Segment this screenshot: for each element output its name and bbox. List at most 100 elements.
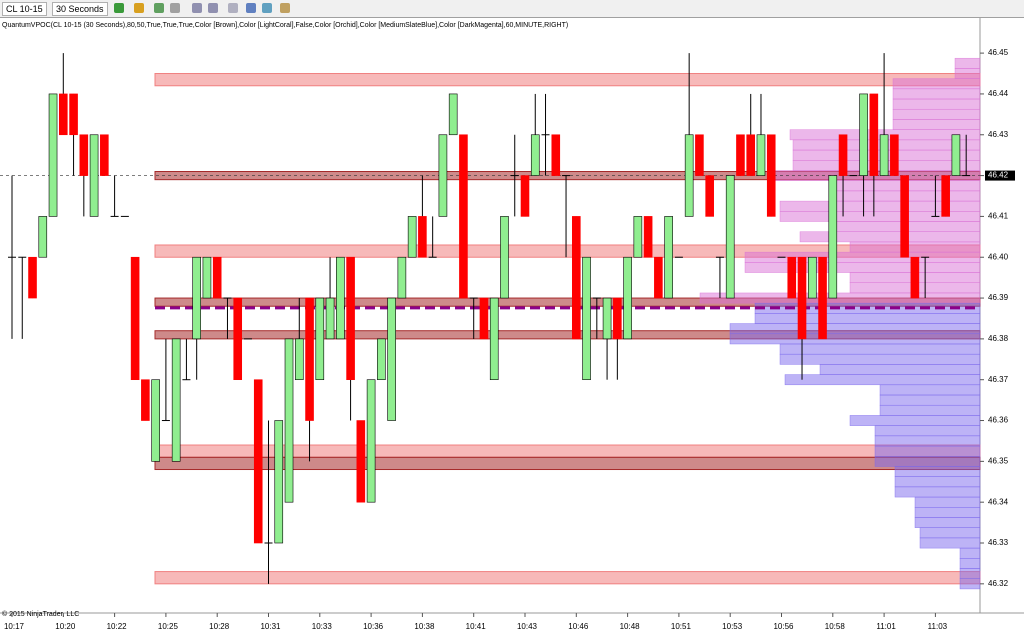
profile-bar — [729, 333, 981, 345]
x-tick-label: 10:25 — [158, 622, 179, 631]
profile-bar — [894, 476, 981, 488]
candle-body — [305, 297, 314, 421]
data-box-button[interactable] — [280, 3, 290, 13]
candle-body — [151, 379, 160, 462]
candle-body — [623, 256, 632, 340]
profile-bar — [959, 568, 981, 579]
profile-bar — [874, 456, 981, 467]
profile-bar — [959, 558, 981, 569]
profile-bar — [892, 119, 981, 130]
candle-body — [828, 175, 838, 299]
x-tick-label: 10:38 — [414, 622, 435, 631]
candle-body — [838, 134, 848, 176]
candle-body — [859, 93, 868, 176]
profile-bar — [914, 507, 981, 518]
candle-body — [941, 175, 950, 217]
price-zone — [154, 571, 981, 585]
y-tick-label: 46.35 — [988, 456, 1009, 465]
draw-button[interactable] — [134, 3, 144, 13]
candle-body — [746, 134, 756, 176]
candle-body — [807, 256, 817, 299]
profile-bar — [879, 394, 981, 406]
candle-body — [664, 216, 673, 299]
candle-body — [654, 256, 663, 299]
candle-body — [695, 134, 704, 176]
y-tick-label: 46.43 — [988, 130, 1009, 139]
candle-body — [171, 338, 181, 462]
x-tick-label: 10:28 — [209, 622, 230, 631]
candle-body — [315, 297, 325, 381]
candle-body — [202, 256, 212, 299]
profile-bar — [954, 57, 981, 69]
candle-body — [356, 420, 366, 503]
profile-bar — [729, 323, 981, 335]
profile-bar — [754, 313, 981, 324]
candle-body — [28, 256, 37, 299]
candle-body — [366, 379, 376, 503]
candle-body — [212, 256, 222, 299]
y-tick-label: 46.41 — [988, 212, 1009, 221]
profile-bar — [892, 98, 981, 110]
tool-button[interactable] — [170, 3, 180, 13]
candle-body — [325, 297, 335, 340]
candle-body — [79, 134, 89, 176]
x-tick-label: 10:46 — [568, 622, 589, 631]
zoom-button[interactable] — [192, 3, 202, 13]
candle-body — [766, 134, 776, 217]
candle-body — [479, 297, 489, 340]
y-tick-label: 46.39 — [988, 293, 1009, 302]
indicator-label: QuantumVPOC(CL 10-15 (30 Seconds),80,50,… — [2, 22, 568, 29]
last-price-box — [985, 170, 1015, 181]
tool-button[interactable] — [154, 3, 164, 13]
profile-bar — [779, 353, 981, 365]
x-tick-label: 10:43 — [517, 622, 538, 631]
candle-body — [284, 338, 294, 503]
x-tick-label: 10:48 — [620, 622, 641, 631]
candle-body — [910, 256, 920, 299]
x-tick-label: 11:03 — [928, 622, 948, 631]
y-tick-label: 46.36 — [988, 416, 1009, 425]
candle-body — [387, 297, 396, 421]
candle-body — [633, 216, 643, 258]
candle-body — [192, 256, 201, 340]
candle-body — [684, 134, 694, 217]
profile-bar — [699, 292, 981, 304]
y-tick-label: 46.37 — [988, 375, 1009, 384]
profile-bar — [744, 262, 981, 273]
candle-body — [756, 134, 766, 176]
candle-body — [459, 134, 468, 299]
indicators-button[interactable] — [246, 3, 256, 13]
zoom-button[interactable] — [208, 3, 218, 13]
candle-body — [571, 216, 581, 340]
profile-bar — [892, 108, 981, 120]
profile-bar — [874, 425, 981, 437]
candle-body — [48, 93, 58, 217]
candle-body — [890, 134, 899, 176]
candle-body — [900, 175, 909, 258]
candle-body — [613, 297, 622, 340]
x-tick-label: 10:51 — [671, 622, 692, 631]
instrument-selector[interactable]: CL 10-15 — [2, 2, 47, 16]
candle-body — [69, 93, 78, 136]
candle-body — [100, 134, 109, 176]
x-tick-label: 10:53 — [722, 622, 743, 631]
candle-body — [951, 134, 961, 176]
profile-bar — [892, 78, 981, 90]
period-selector[interactable]: 30 Seconds — [52, 2, 108, 16]
profile-bar — [849, 241, 981, 253]
candle-body — [736, 134, 745, 176]
x-tick-label: 10:56 — [773, 622, 794, 631]
candle-body — [336, 256, 345, 340]
x-tick-label: 10:36 — [363, 622, 384, 631]
y-tick-label: 46.38 — [988, 334, 1009, 343]
bar-type-button[interactable] — [114, 3, 124, 13]
candle-body — [130, 256, 140, 381]
properties-button[interactable] — [228, 3, 238, 13]
profile-bar — [879, 404, 981, 416]
candle-body — [551, 134, 561, 176]
candle-body — [818, 256, 827, 340]
toolbar: CL 10-15 30 Seconds — [0, 0, 1024, 18]
strategies-button[interactable] — [262, 3, 272, 13]
x-tick-label: 10:41 — [466, 622, 487, 631]
